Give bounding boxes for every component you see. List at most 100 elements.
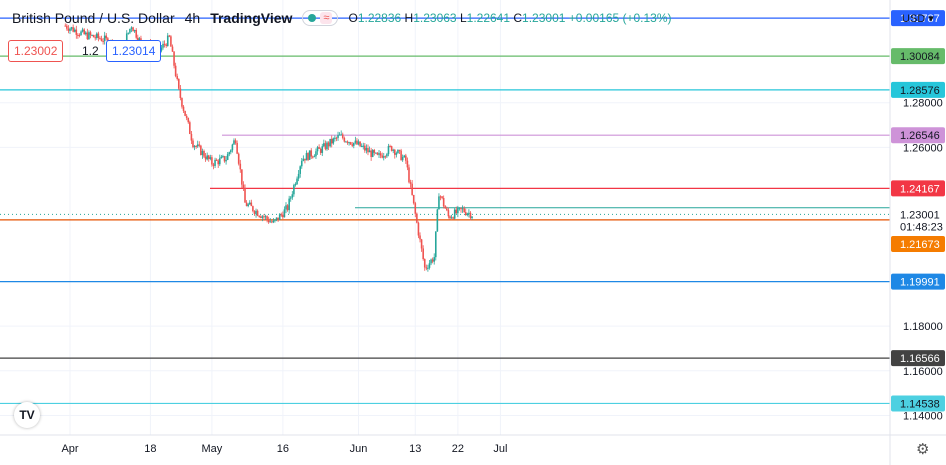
candle-body: [259, 216, 262, 218]
candle-body: [94, 37, 97, 39]
candle-body: [239, 163, 242, 170]
candle-body: [289, 197, 292, 199]
candle-body: [80, 31, 82, 36]
candle-body: [455, 209, 458, 214]
level-tag: [891, 350, 945, 367]
candle-body: [458, 207, 461, 209]
y-tick-label: 1.28000: [903, 98, 943, 110]
candle-body: [423, 259, 426, 268]
level-tag: [891, 48, 945, 65]
candle-body: [223, 156, 226, 162]
symbol-title[interactable]: British Pound / U.S. Dollar: [12, 10, 175, 26]
tv-logo-icon[interactable]: TV: [14, 402, 40, 428]
candle-body: [345, 141, 347, 143]
candle-body: [132, 27, 134, 32]
candle-body: [395, 153, 398, 155]
gear-icon[interactable]: ⚙: [916, 441, 930, 458]
candle-body: [360, 145, 363, 147]
candle-body: [103, 35, 106, 42]
candle-body: [264, 216, 267, 218]
candle-body: [187, 117, 190, 123]
time-axis[interactable]: Apr 18 May 16 Jun 13 22 Jul: [61, 443, 507, 455]
candle-body: [100, 38, 103, 42]
candle-body: [420, 239, 423, 249]
price-axis[interactable]: 1.28000 1.26000 1.18000 1.16000 1.14000 1.317…: [891, 10, 945, 422]
candle-body: [220, 156, 223, 159]
candle-body: [300, 160, 303, 167]
candle-body: [125, 33, 128, 45]
candle-body: [412, 194, 415, 204]
candle-body: [130, 27, 133, 29]
candle-body: [258, 215, 260, 217]
candle-body: [349, 142, 352, 145]
candle-body: [77, 34, 79, 36]
candle-body: [398, 150, 401, 152]
candle-body: [346, 141, 349, 143]
candle-body: [327, 142, 330, 147]
candle-body: [166, 35, 169, 47]
candle-body: [400, 150, 402, 161]
candle-body: [460, 207, 462, 210]
level-tag-label: 1.28576: [900, 85, 940, 97]
candle-body: [286, 205, 289, 211]
candle-body: [206, 155, 208, 160]
change-value: +0.00165 (+0.13%): [568, 11, 672, 25]
candle-body: [89, 32, 92, 36]
candle-body: [447, 210, 450, 217]
level-tag-label: 1.19991: [900, 277, 940, 289]
candle-body: [209, 157, 212, 159]
x-tick-label: May: [202, 443, 223, 455]
candle-body: [341, 134, 344, 138]
candle-body: [438, 196, 440, 210]
candle-body: [182, 106, 185, 111]
candle-body: [302, 158, 305, 161]
candle-body: [308, 150, 311, 160]
candle-body: [69, 28, 71, 31]
candle-body: [389, 146, 391, 148]
candle-body: [293, 185, 295, 195]
candle-body: [222, 156, 224, 158]
candle-body: [173, 51, 175, 66]
x-tick-label: 16: [277, 443, 289, 455]
interval-label[interactable]: 4h: [184, 10, 201, 26]
candle-body: [439, 196, 442, 198]
candle-body: [73, 29, 76, 32]
candle-body: [381, 155, 383, 158]
candle-body: [207, 155, 210, 159]
candle-body: [386, 154, 388, 157]
status-pill[interactable]: ≈: [302, 10, 339, 26]
candle-body: [329, 138, 331, 147]
candle-body: [195, 145, 197, 147]
candle-body: [177, 78, 180, 89]
candle-body: [272, 220, 275, 223]
countdown-label: 01:48:23: [900, 221, 943, 233]
x-tick-label: Jun: [350, 443, 368, 455]
candle-body: [324, 143, 327, 150]
level-tag: [891, 180, 945, 197]
candle-body: [442, 197, 445, 207]
candle-body: [225, 159, 227, 162]
candle-body: [250, 202, 253, 207]
candle-body: [102, 41, 104, 43]
candle-body: [297, 173, 300, 179]
candle-body: [364, 145, 366, 151]
y-tick-label: 1.18000: [903, 321, 943, 333]
buy-price-button[interactable]: 1.23014: [106, 40, 162, 62]
spread-value: 1.2: [82, 44, 99, 58]
current-price-label: 1.23001: [900, 209, 940, 221]
candle-body: [359, 141, 361, 147]
candle-body: [469, 212, 472, 219]
candle-body: [274, 219, 276, 221]
candle-body: [230, 150, 232, 153]
candle-body: [196, 144, 199, 147]
candle-body: [430, 259, 432, 264]
level-tag: [891, 81, 945, 98]
candle-body: [356, 140, 358, 145]
candle-body: [450, 217, 453, 219]
sell-price-button[interactable]: 1.23002: [8, 40, 64, 62]
candle-body: [184, 110, 186, 116]
candle-body: [198, 144, 201, 146]
currency-selector[interactable]: USD ▾: [902, 12, 934, 25]
candle-body: [305, 153, 308, 161]
